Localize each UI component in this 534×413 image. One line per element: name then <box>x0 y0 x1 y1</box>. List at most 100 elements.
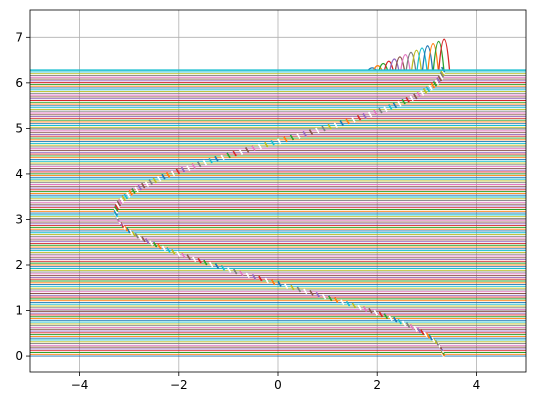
peak-series <box>394 56 406 71</box>
curve-marker <box>131 188 136 195</box>
curve-marker <box>114 204 120 211</box>
curve-marker <box>413 325 418 332</box>
curve-marker <box>405 97 410 103</box>
curve-marker <box>321 293 327 300</box>
curve-marker <box>137 234 143 241</box>
x-axis: −4 −2 0 2 4 <box>71 372 480 392</box>
curve-marker <box>277 281 282 287</box>
curve-marker <box>309 290 314 296</box>
curve-marker <box>430 336 436 343</box>
curve-marker <box>397 100 402 107</box>
curve-marker <box>420 329 425 336</box>
curve-marker <box>409 95 414 102</box>
curve-marker <box>165 172 171 178</box>
curve-marker <box>197 161 202 168</box>
curve-marker <box>357 304 362 311</box>
curve-marker <box>413 93 418 100</box>
x-tick-label: −2 <box>170 378 188 392</box>
curve-marker <box>303 288 308 295</box>
curve-marker <box>440 352 446 359</box>
curve-marker <box>208 157 213 164</box>
curve-marker <box>296 132 301 139</box>
curve-marker <box>378 107 383 114</box>
peak-series <box>400 53 411 71</box>
curve-marker <box>436 77 441 84</box>
curve-marker <box>203 259 208 266</box>
curve-marker <box>388 315 393 321</box>
y-tick-label: 0 <box>15 349 23 363</box>
x-tick-label: 4 <box>473 378 481 392</box>
curve-marker <box>115 202 120 209</box>
curve-marker <box>156 175 162 182</box>
y-tick-label: 1 <box>15 304 23 318</box>
curve-marker <box>393 316 398 323</box>
x-tick-label: 0 <box>274 378 282 392</box>
curve-marker <box>290 284 295 291</box>
curve-marker <box>434 79 440 86</box>
curve-marker <box>181 252 186 259</box>
curve-marker <box>345 300 351 307</box>
curve-marker <box>392 102 398 109</box>
curve-marker <box>367 111 373 118</box>
curve-marker <box>405 322 411 329</box>
curve-marker <box>157 243 162 250</box>
curve-marker <box>220 154 225 161</box>
curve-marker <box>321 125 326 132</box>
curve-marker <box>428 334 433 341</box>
curve-marker <box>428 84 433 91</box>
curve-marker <box>226 266 232 273</box>
curve-marker <box>423 331 428 338</box>
curve-marker <box>251 274 257 280</box>
curve-marker <box>144 181 150 187</box>
curve-marker <box>148 179 153 186</box>
curve-marker <box>373 309 378 316</box>
curve-marker <box>119 197 125 203</box>
curve-marker <box>401 98 406 105</box>
peak-series <box>389 58 400 71</box>
curve-marker <box>270 139 275 146</box>
curve-marker <box>276 138 282 145</box>
peak-series <box>373 65 383 71</box>
curve-marker <box>176 250 181 257</box>
curve-marker <box>378 311 384 318</box>
curve-marker <box>134 186 139 193</box>
curve-marker <box>432 338 438 345</box>
curve-marker <box>351 116 356 123</box>
curve-marker <box>327 295 333 302</box>
curve-marker <box>315 127 320 134</box>
curve-marker <box>166 247 171 254</box>
curve-marker <box>134 232 139 239</box>
curve-marker <box>170 170 176 177</box>
curve-marker <box>315 291 321 298</box>
curve-marker <box>145 238 150 245</box>
curve-marker <box>264 277 269 284</box>
curve-marker <box>232 150 237 157</box>
curve-marker <box>258 275 263 282</box>
curve-marker <box>125 191 131 198</box>
curve-marker <box>388 104 393 111</box>
curve-marker <box>121 195 126 202</box>
curve-marker <box>334 297 339 304</box>
curve-marker <box>425 332 431 339</box>
curve-marker <box>245 272 250 279</box>
curve-marker <box>356 114 362 121</box>
curve-marker <box>191 163 196 170</box>
curve-marker <box>373 109 378 116</box>
curve-marker <box>123 193 129 200</box>
curve-marker <box>251 145 256 152</box>
curve-marker <box>131 231 136 237</box>
curve-marker <box>123 225 129 232</box>
curve-marker <box>401 320 407 327</box>
curve-marker <box>416 327 422 334</box>
curve-marker <box>425 86 431 93</box>
curve-marker <box>289 134 295 141</box>
curve-marker <box>383 313 389 320</box>
curve-marker <box>118 198 123 205</box>
curve-marker <box>308 129 314 136</box>
curve-marker <box>245 147 250 153</box>
peak-series <box>416 47 428 71</box>
curve-marker <box>161 173 166 180</box>
curve-marker <box>128 229 134 236</box>
peak-series <box>405 51 417 71</box>
